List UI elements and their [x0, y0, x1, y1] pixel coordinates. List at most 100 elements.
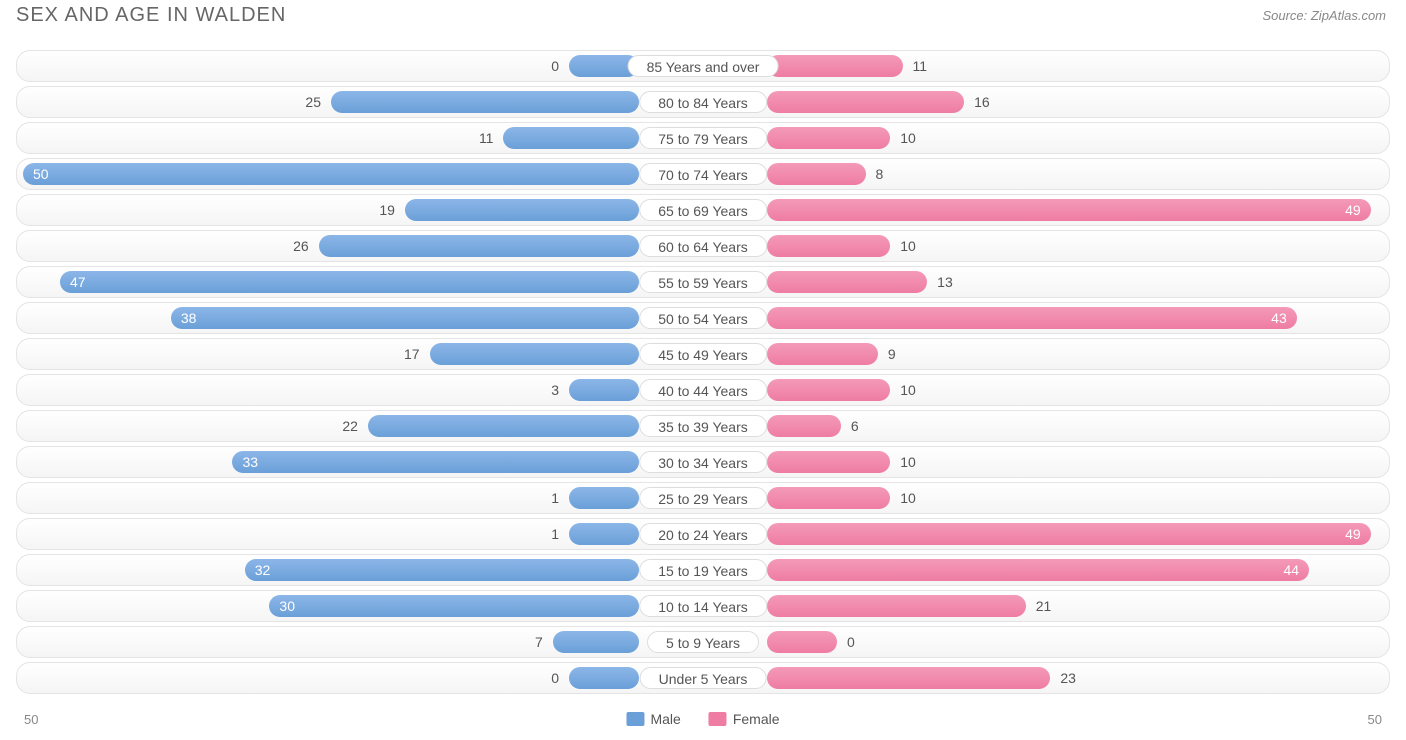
age-group-label: 30 to 34 Years — [639, 451, 767, 473]
table-row: 7 0 5 to 9 Years — [16, 626, 1390, 658]
male-value: 1 — [551, 522, 559, 546]
table-row: 1 49 20 to 24 Years — [16, 518, 1390, 550]
age-group-label: 15 to 19 Years — [639, 559, 767, 581]
table-row: 33 10 30 to 34 Years — [16, 446, 1390, 478]
female-value: 10 — [900, 234, 916, 258]
male-bar — [569, 523, 639, 545]
male-bar — [569, 667, 639, 689]
male-bar — [569, 379, 639, 401]
female-swatch — [709, 712, 727, 726]
female-bar — [767, 343, 878, 365]
male-value: 26 — [293, 234, 309, 258]
table-row: 38 43 50 to 54 Years — [16, 302, 1390, 334]
female-bar: 43 — [767, 307, 1297, 329]
table-row: 32 4415 to 19 Years — [16, 554, 1390, 586]
male-value: 38 — [181, 310, 197, 326]
female-value: 6 — [851, 414, 859, 438]
female-bar — [767, 379, 890, 401]
male-value: 3 — [551, 378, 559, 402]
male-value: 25 — [305, 90, 321, 114]
female-bar — [767, 271, 927, 293]
female-value: 49 — [1345, 526, 1361, 542]
axis-right-max: 50 — [1368, 712, 1382, 727]
female-value: 9 — [888, 342, 896, 366]
female-bar — [767, 91, 964, 113]
female-bar — [767, 127, 890, 149]
male-value: 7 — [535, 630, 543, 654]
female-bar — [767, 451, 890, 473]
male-bar — [331, 91, 639, 113]
male-bar: 47 — [60, 271, 639, 293]
female-bar — [767, 415, 841, 437]
age-group-label: 25 to 29 Years — [639, 487, 767, 509]
age-group-label: 50 to 54 Years — [639, 307, 767, 329]
male-bar: 30 — [269, 595, 639, 617]
table-row: 30 21 10 to 14 Years — [16, 590, 1390, 622]
female-bar — [767, 631, 837, 653]
table-row: 261060 to 64 Years — [16, 230, 1390, 262]
female-value: 10 — [900, 378, 916, 402]
female-bar: 44 — [767, 559, 1309, 581]
female-value: 10 — [900, 450, 916, 474]
female-value: 0 — [847, 630, 855, 654]
legend: Male Female — [626, 711, 779, 727]
female-bar — [767, 487, 890, 509]
legend-male-label: Male — [650, 711, 680, 727]
age-group-label: 65 to 69 Years — [639, 199, 767, 221]
age-group-label: 85 Years and over — [628, 55, 779, 77]
age-group-label: 80 to 84 Years — [639, 91, 767, 113]
age-group-label: 70 to 74 Years — [639, 163, 767, 185]
female-value: 8 — [876, 162, 884, 186]
table-row: 023Under 5 Years — [16, 662, 1390, 694]
female-bar — [767, 55, 903, 77]
male-bar: 38 — [171, 307, 639, 329]
source-label: Source: ZipAtlas.com — [1262, 8, 1386, 23]
table-row: 47 13 55 to 59 Years — [16, 266, 1390, 298]
male-bar: 50 — [23, 163, 639, 185]
female-bar — [767, 163, 866, 185]
male-value: 22 — [342, 414, 358, 438]
table-row: 3 10 40 to 44 Years — [16, 374, 1390, 406]
male-bar — [553, 631, 639, 653]
age-group-label: 40 to 44 Years — [639, 379, 767, 401]
chart-footer: 50 Male Female 50 — [16, 704, 1390, 734]
chart-title: SEX AND AGE IN WALDEN — [16, 4, 286, 27]
age-group-label: 10 to 14 Years — [639, 595, 767, 617]
age-group-label: 75 to 79 Years — [639, 127, 767, 149]
legend-female-label: Female — [733, 711, 780, 727]
male-value: 50 — [33, 166, 49, 182]
age-group-label: 55 to 59 Years — [639, 271, 767, 293]
female-value: 21 — [1036, 594, 1052, 618]
female-bar — [767, 235, 890, 257]
axis-left-max: 50 — [24, 712, 38, 727]
male-bar — [405, 199, 639, 221]
table-row: 25 16 80 to 84 Years — [16, 86, 1390, 118]
male-value: 17 — [404, 342, 420, 366]
table-row: 19 49 65 to 69 Years — [16, 194, 1390, 226]
table-row: 01185 Years and over — [16, 50, 1390, 82]
table-row: 11025 to 29 Years — [16, 482, 1390, 514]
table-row: 17945 to 49 Years — [16, 338, 1390, 370]
female-value: 43 — [1271, 310, 1287, 326]
female-bar: 49 — [767, 523, 1371, 545]
female-bar — [767, 667, 1050, 689]
age-group-label: 20 to 24 Years — [639, 523, 767, 545]
male-swatch — [626, 712, 644, 726]
male-bar: 33 — [232, 451, 639, 473]
male-value: 32 — [255, 562, 271, 578]
table-row: 50 8 70 to 74 Years — [16, 158, 1390, 190]
male-bar — [569, 487, 639, 509]
female-value: 16 — [974, 90, 990, 114]
age-group-label: Under 5 Years — [640, 667, 767, 689]
table-row: 111075 to 79 Years — [16, 122, 1390, 154]
male-value: 1 — [551, 486, 559, 510]
male-bar — [430, 343, 639, 365]
female-value: 49 — [1345, 202, 1361, 218]
population-pyramid-chart: 01185 Years and over251680 to 84 Years11… — [16, 50, 1390, 696]
male-bar — [503, 127, 639, 149]
age-group-label: 5 to 9 Years — [647, 631, 759, 653]
male-value: 33 — [242, 454, 258, 470]
male-value: 11 — [479, 126, 494, 150]
female-value: 13 — [937, 270, 953, 294]
male-value: 19 — [379, 198, 395, 222]
